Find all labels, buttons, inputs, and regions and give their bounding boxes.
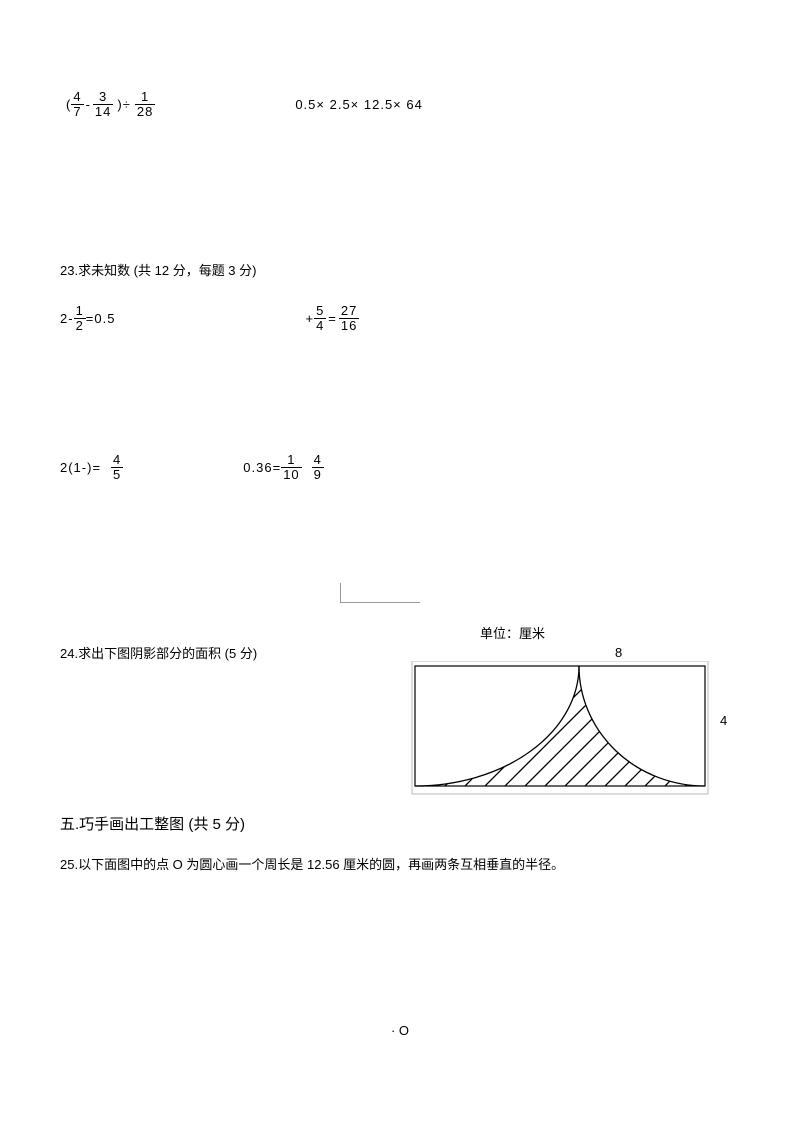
q23-row2: 2(1-)= 4 5 0.36= 1 10 4 9 bbox=[60, 453, 740, 483]
minus: - bbox=[86, 97, 91, 112]
rparen-div: )÷ bbox=[117, 97, 130, 112]
unit-label: 单位：厘米 bbox=[480, 623, 545, 642]
e2-pre: + bbox=[305, 311, 314, 326]
frac-4-9: 4 9 bbox=[312, 453, 324, 483]
q25-text: 25.以下面图中的点 O 为圆心画一个周长是 12.56 厘米的圆，再画两条互相… bbox=[60, 854, 740, 873]
e1-pre: 2- bbox=[60, 311, 74, 326]
e3-pre: 2(1-)= bbox=[60, 460, 101, 475]
q23-e1: 2- 1 2 =0.5 bbox=[60, 304, 115, 334]
shaded-diagram bbox=[410, 661, 710, 796]
e2-eq: = bbox=[328, 311, 337, 326]
frac-1-10: 1 10 bbox=[281, 453, 301, 483]
frac-4-5: 4 5 bbox=[111, 453, 123, 483]
q24-wrap: 24.求出下图阴影部分的面积 (5 分) 单位：厘米 8 4 bbox=[60, 583, 740, 783]
q23-row1: 2- 1 2 =0.5 + 5 4 = 27 16 bbox=[60, 304, 740, 334]
frac-4-7: 4 7 bbox=[71, 90, 83, 120]
frac-5-4: 5 4 bbox=[314, 304, 326, 334]
center-o: · O bbox=[60, 1023, 740, 1038]
q23-title: 23.求未知数 (共 12 分，每题 3 分) bbox=[60, 260, 740, 279]
label-h: 4 bbox=[720, 713, 727, 728]
q24-text: 24.求出下图阴影部分的面积 (5 分) bbox=[60, 643, 257, 662]
q23-e4: 0.36= 1 10 4 9 bbox=[243, 453, 324, 483]
frac-3-14: 3 14 bbox=[93, 90, 113, 120]
e1-post: =0.5 bbox=[86, 311, 116, 326]
frac-1-28: 1 28 bbox=[135, 90, 155, 120]
label-w: 8 bbox=[615, 645, 622, 660]
q22-row: ( 4 7 - 3 14 )÷ 1 28 0.5× 2.5× 12.5× 64 bbox=[60, 90, 740, 120]
frac-1-2: 1 2 bbox=[74, 304, 86, 334]
q22-expr2: 0.5× 2.5× 12.5× 64 bbox=[295, 97, 423, 112]
q23-e2: + 5 4 = 27 16 bbox=[305, 304, 359, 334]
stray-border bbox=[340, 583, 420, 603]
q23-e3: 2(1-)= 4 5 bbox=[60, 453, 123, 483]
frac-27-16: 27 16 bbox=[339, 304, 359, 334]
q22-expr1: ( 4 7 - 3 14 )÷ 1 28 bbox=[66, 90, 155, 120]
section-5-title: 五.巧手画出工整图 (共 5 分) bbox=[60, 813, 740, 834]
e4-pre: 0.36= bbox=[243, 460, 281, 475]
